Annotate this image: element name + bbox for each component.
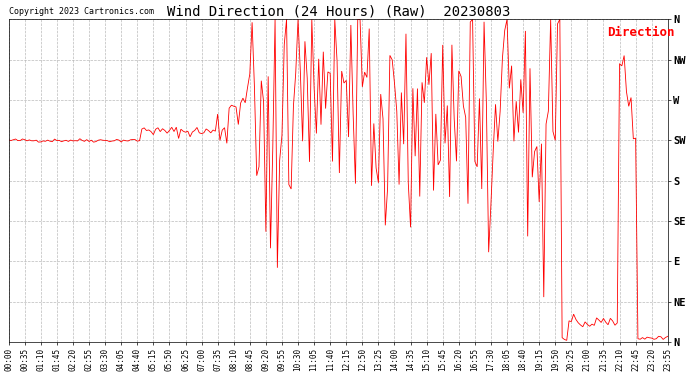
Title: Wind Direction (24 Hours) (Raw)  20230803: Wind Direction (24 Hours) (Raw) 20230803 xyxy=(166,4,510,18)
Text: Direction: Direction xyxy=(607,26,675,39)
Text: Copyright 2023 Cartronics.com: Copyright 2023 Cartronics.com xyxy=(9,7,154,16)
